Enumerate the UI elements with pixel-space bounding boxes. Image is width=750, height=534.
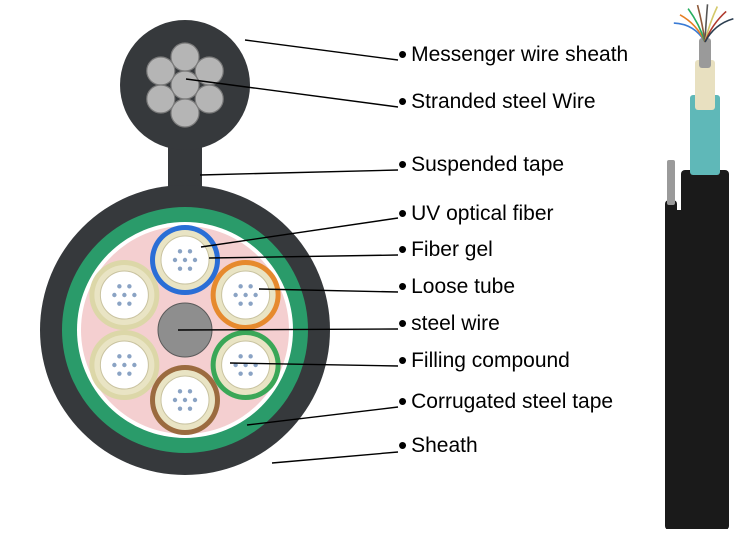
bullet-icon: • xyxy=(398,86,407,117)
label-text: Messenger wire sheath xyxy=(411,43,628,67)
component-label: •UV optical fiber xyxy=(398,198,554,229)
label-text: UV optical fiber xyxy=(411,202,553,226)
label-text: Suspended tape xyxy=(411,153,564,177)
label-text: Filling compound xyxy=(411,349,570,373)
bullet-icon: • xyxy=(398,149,407,180)
bullet-icon: • xyxy=(398,386,407,417)
label-text: Corrugated steel tape xyxy=(411,390,613,414)
component-label: •Messenger wire sheath xyxy=(398,39,628,70)
component-label: •Filling compound xyxy=(398,345,570,376)
cable-cross-section-diagram xyxy=(0,0,750,529)
bullet-icon: • xyxy=(398,271,407,302)
bullet-icon: • xyxy=(398,308,407,339)
label-text: Sheath xyxy=(411,434,478,458)
component-label: •steel wire xyxy=(398,308,500,339)
bullet-icon: • xyxy=(398,234,407,265)
label-text: Loose tube xyxy=(411,275,515,299)
bullet-icon: • xyxy=(398,345,407,376)
bullet-icon: • xyxy=(398,198,407,229)
label-text: steel wire xyxy=(411,312,500,336)
cable-product-photo xyxy=(643,0,738,529)
bullet-icon: • xyxy=(398,39,407,70)
label-text: Fiber gel xyxy=(411,238,493,262)
component-label: •Loose tube xyxy=(398,271,515,302)
label-text: Stranded steel Wire xyxy=(411,90,595,114)
component-label: •Suspended tape xyxy=(398,149,564,180)
component-label: •Stranded steel Wire xyxy=(398,86,596,117)
component-label: •Fiber gel xyxy=(398,234,493,265)
component-label: •Corrugated steel tape xyxy=(398,386,613,417)
component-label: •Sheath xyxy=(398,430,478,461)
bullet-icon: • xyxy=(398,430,407,461)
